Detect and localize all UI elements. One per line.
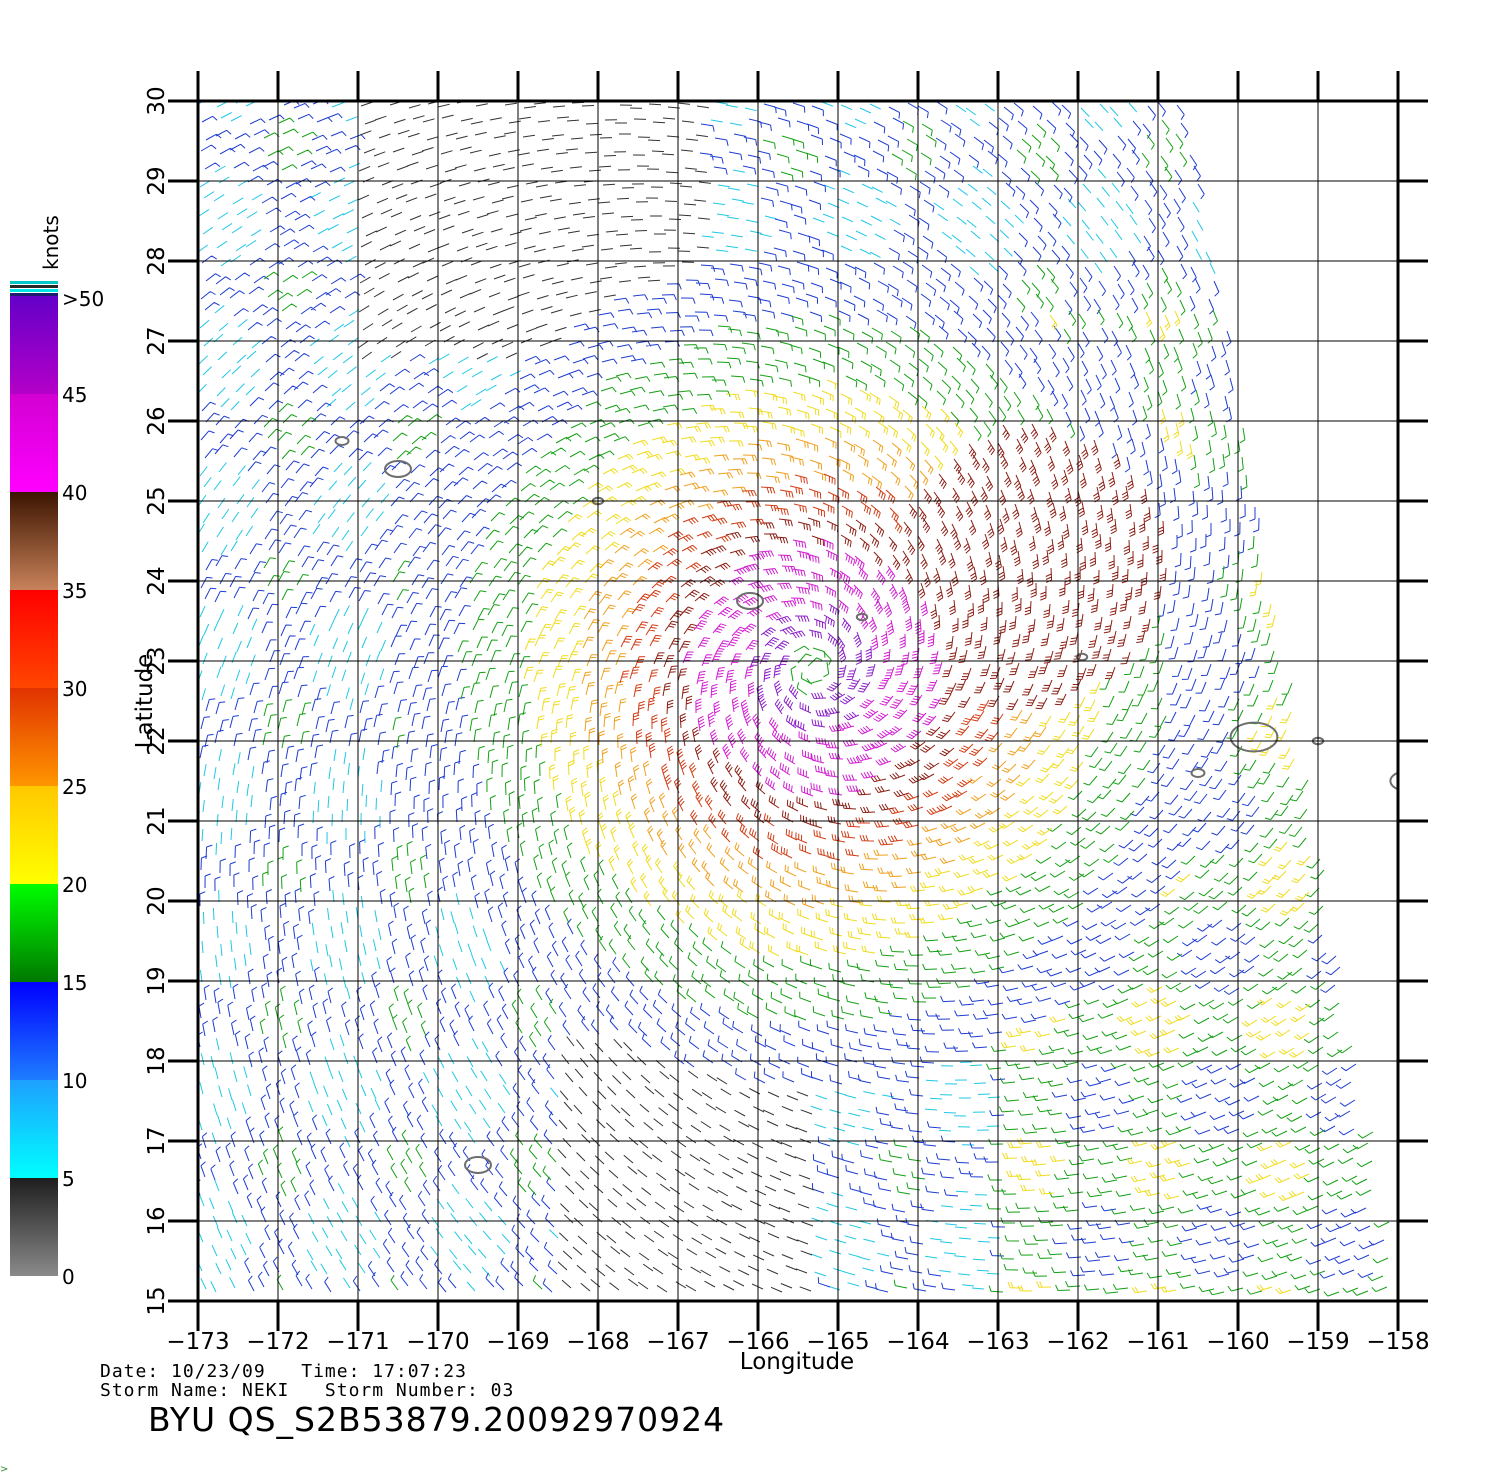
lon-tick-label: −173	[166, 1329, 229, 1355]
x-axis-title: Longitude	[740, 1349, 854, 1375]
lon-tick-label: −168	[566, 1329, 629, 1355]
lat-tick-label: 17	[144, 1126, 170, 1155]
y-axis-title: Latitude	[132, 654, 158, 749]
lon-tick-label: −163	[966, 1329, 1029, 1355]
date-time-line: Date: 10/23/09 Time: 17:07:23	[100, 1361, 467, 1382]
wind-barbs	[198, 101, 1385, 1293]
island-outline	[855, 612, 869, 622]
colorbar-label: 0	[62, 1265, 75, 1289]
colorbar-gradient	[10, 296, 58, 1276]
island-outline	[1229, 721, 1279, 753]
lon-tick-label: −171	[326, 1329, 389, 1355]
corner-mark: >	[0, 1464, 9, 1475]
lon-tick-label: −170	[406, 1329, 469, 1355]
colorbar-label: 5	[62, 1167, 75, 1191]
wind-barbs	[749, 603, 876, 732]
colorbar-label: 35	[62, 579, 87, 603]
island-outline	[1389, 771, 1398, 791]
wind-speed-colorbar: knots >50 45 40 35 30 25 20 15 10 5 0	[10, 215, 104, 1289]
wind-barbs	[581, 437, 1047, 909]
island-outline	[334, 436, 350, 446]
island-outlines	[334, 436, 1398, 1174]
lon-tick-label: −159	[1286, 1329, 1349, 1355]
colorbar-label: 40	[62, 481, 87, 505]
longitude-tick-labels: −173 −172 −171 −170 −169 −168 −167 −166 −165 −164…	[166, 1329, 1429, 1355]
wind-barbs	[653, 423, 1167, 829]
lat-tick-label: 23	[144, 646, 170, 675]
wind-barbs	[357, 101, 815, 1293]
lat-tick-label: 24	[144, 566, 170, 595]
lon-tick-label: −161	[1126, 1329, 1189, 1355]
lat-lon-grid	[196, 71, 1428, 1331]
lat-tick-label: 27	[144, 326, 170, 355]
wind-barbs	[257, 117, 1390, 1297]
lat-tick-label: 19	[144, 966, 170, 995]
lat-tick-label: 21	[144, 806, 170, 835]
colorbar-top-swatch	[10, 289, 58, 292]
colorbar-label: 10	[62, 1069, 87, 1093]
lat-tick-label: 25	[144, 486, 170, 515]
lat-tick-label: 30	[144, 86, 170, 115]
colorbar-top-swatch	[10, 293, 58, 296]
lon-tick-label: −167	[646, 1329, 709, 1355]
colorbar-label: 30	[62, 677, 87, 701]
lat-tick-label: 20	[144, 886, 170, 915]
lon-tick-label: −160	[1206, 1329, 1269, 1355]
lat-tick-label: 29	[144, 166, 170, 195]
island-outline	[1075, 652, 1089, 662]
wind-barbs-layer	[198, 101, 1390, 1297]
lat-tick-label: 22	[144, 726, 170, 755]
island-outline	[464, 1156, 492, 1174]
axis-ticks	[168, 71, 1428, 1331]
island-outline	[1190, 768, 1206, 778]
island-outline	[384, 460, 412, 478]
lat-tick-label: 28	[144, 246, 170, 275]
lon-tick-label: −166	[726, 1329, 789, 1355]
lat-tick-label: 16	[144, 1206, 170, 1235]
colorbar-label: 25	[62, 775, 87, 799]
wind-barbs	[682, 538, 943, 797]
lon-tick-label: −164	[886, 1329, 949, 1355]
latitude-tick-labels: 15 16 17 18 19 20 21 22 23 24 25 26 27 28 29 30	[144, 86, 170, 1315]
lat-tick-label: 15	[144, 1286, 170, 1315]
colorbar-top-swatch	[10, 281, 58, 284]
lat-tick-label: 26	[144, 406, 170, 435]
colorbar-label: 45	[62, 383, 87, 407]
colorbar-title: knots	[39, 215, 63, 270]
lat-tick-label: 18	[144, 1046, 170, 1075]
colorbar-top-swatch	[10, 285, 58, 288]
lon-tick-label: −158	[1366, 1329, 1429, 1355]
colorbar-label: 20	[62, 873, 87, 897]
lon-tick-label: −165	[806, 1329, 869, 1355]
lon-tick-label: −162	[1046, 1329, 1109, 1355]
colorbar-label: >50	[62, 287, 104, 311]
lon-tick-label: −172	[246, 1329, 309, 1355]
colorbar-label: 15	[62, 971, 87, 995]
storm-info-line: Storm Name: NEKI Storm Number: 03	[100, 1380, 515, 1401]
wind-barbs	[619, 473, 1004, 861]
product-id: BYU QS_S2B53879.20092970924	[148, 1400, 726, 1439]
island-outline	[736, 592, 764, 610]
wind-barbs	[523, 310, 1311, 1295]
lon-tick-label: −169	[486, 1329, 549, 1355]
